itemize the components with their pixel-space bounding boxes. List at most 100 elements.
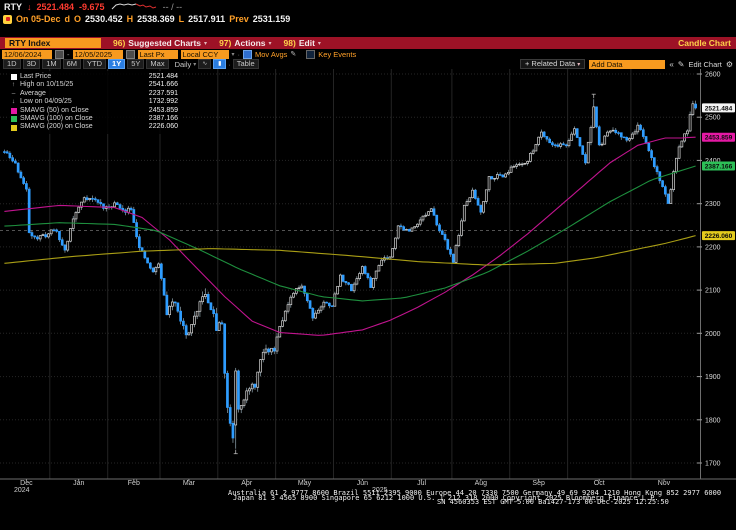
chevron-down-icon[interactable]: ▾ [231, 51, 235, 58]
candle [694, 103, 697, 109]
candle [380, 259, 384, 266]
x-axis-month-label: Jun [356, 480, 369, 487]
candle [195, 310, 199, 317]
candle [303, 285, 306, 294]
currency-select[interactable] [180, 49, 229, 59]
candle [495, 174, 499, 179]
candle [297, 287, 301, 289]
price-type-select[interactable] [137, 49, 178, 59]
smavg-100-line [4, 165, 696, 302]
candle [314, 312, 317, 319]
chevron-down-icon: ▾ [204, 40, 208, 47]
candle-chart-type-button[interactable]: ▮ [213, 59, 227, 69]
menu-actions[interactable]: 97) Actions ▾ [219, 38, 271, 48]
candle [652, 157, 656, 168]
legend-row: SMAVG (200) on Close 2226.060 [10, 123, 178, 131]
candle [377, 265, 381, 272]
period-button-1d[interactable]: 1D [3, 59, 21, 69]
candle [556, 144, 560, 147]
candle [151, 267, 155, 273]
price-chart[interactable]: 1700 1800 1900 2000 2100 2200 2300 2400 2500 2600… [0, 69, 736, 481]
candle [614, 129, 618, 134]
candle [316, 309, 320, 314]
period-button-1y[interactable]: 1Y [108, 59, 126, 69]
candle [234, 370, 238, 426]
menu-hotkey: 97) [219, 38, 232, 48]
candle [498, 174, 502, 176]
table-button[interactable]: Table [232, 59, 259, 69]
security-input[interactable]: RTY Index [5, 38, 101, 48]
candle [429, 208, 433, 212]
separator-dot: · [228, 59, 231, 69]
edit-chart-button[interactable]: Edit Chart [688, 59, 722, 69]
candle [493, 177, 496, 180]
candle-chart-pane[interactable]: 1700 1800 1900 2000 2100 2200 2300 2400 2500 2600… [0, 69, 736, 530]
candle [542, 131, 546, 137]
intraday-sparkline [111, 3, 156, 10]
period-button-1m[interactable]: 1M [42, 59, 61, 69]
candle [215, 313, 218, 331]
period-button-3d[interactable]: 3D [22, 59, 41, 69]
alert-icon[interactable] [3, 14, 12, 24]
key-events-label: Key Events [318, 49, 357, 59]
candle [427, 211, 430, 216]
candle [322, 301, 326, 308]
legend-label: SMAVG (200) on Close [20, 123, 93, 131]
menu-suggested-charts[interactable]: 96) Suggested Charts ▾ [113, 38, 207, 48]
calendar-icon[interactable] [55, 49, 64, 59]
line-chart-type-button[interactable]: ∿ [198, 59, 212, 69]
calendar-icon[interactable] [125, 49, 135, 59]
candle [137, 236, 141, 249]
candle [592, 106, 596, 128]
candle [663, 186, 667, 195]
candle [416, 223, 419, 227]
candle [328, 302, 331, 307]
date-to-input[interactable] [72, 49, 123, 59]
period-button-max[interactable]: Max [146, 59, 169, 69]
candle [562, 143, 565, 146]
candle [292, 292, 295, 298]
date-from-input[interactable] [2, 49, 52, 59]
key-events-checkbox[interactable] [306, 49, 316, 59]
collapse-panel-icon[interactable]: « [669, 59, 674, 69]
edit-mov-avgs-icon[interactable]: ✎ [290, 51, 297, 58]
candle [633, 131, 637, 135]
candle [300, 285, 304, 289]
candle [38, 235, 42, 240]
candle [358, 273, 361, 280]
period-button-ytd[interactable]: YTD [83, 59, 107, 69]
frequency-dropdown[interactable]: Daily ▾ [175, 60, 197, 69]
candle [586, 141, 590, 164]
y-axis-ticks: 1700 1800 1900 2000 2100 2200 2300 2400 2500 2600 [697, 72, 721, 468]
candle [473, 189, 477, 199]
candle [176, 302, 180, 312]
candle [272, 347, 276, 352]
candle [261, 351, 265, 360]
mov-avgs-checkbox[interactable] [243, 49, 253, 59]
bid-ask: -- / -- [162, 1, 183, 12]
candle [490, 176, 494, 180]
candlestick-series [3, 99, 697, 449]
pencil-icon[interactable]: ✎ [677, 59, 685, 69]
period-button-6m[interactable]: 6M [62, 59, 82, 69]
period-button-5y[interactable]: 5Y [127, 59, 145, 69]
gear-icon[interactable]: ⚙ [725, 59, 733, 69]
candle [454, 245, 458, 263]
add-data-input[interactable] [589, 59, 666, 69]
candle [58, 230, 61, 241]
candle [597, 126, 601, 146]
related-data-label: + Related Data [524, 59, 576, 68]
prev-label: Prev [229, 14, 249, 24]
spacer [0, 25, 736, 37]
x-gridlines [49, 69, 632, 479]
candle [482, 201, 485, 213]
candle [460, 220, 463, 236]
chevron-down-icon: ▾ [193, 61, 197, 68]
candle [639, 124, 642, 131]
candle [69, 228, 72, 242]
legend-swatch [10, 124, 17, 131]
menu-edit[interactable]: 98) Edit ▾ [284, 38, 321, 48]
candle [361, 266, 364, 274]
frequency-flag: d [64, 14, 71, 24]
related-data-button[interactable]: + Related Data ▾ [519, 59, 586, 69]
